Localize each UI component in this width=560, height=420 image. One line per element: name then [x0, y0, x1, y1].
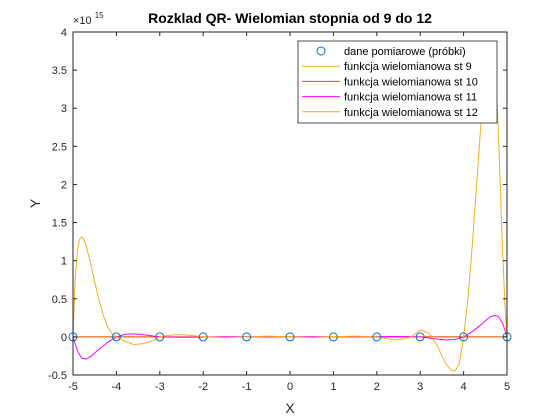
sample-point — [372, 332, 382, 342]
legend-marker — [316, 46, 326, 56]
x-tick-label: -2 — [198, 381, 208, 393]
y-tick-label: 2.5 — [52, 141, 67, 153]
x-tick-label: 1 — [330, 381, 336, 393]
legend-box — [297, 40, 498, 124]
y-axis-exponent: ×10 15 — [73, 11, 104, 27]
x-tick-label: 5 — [504, 381, 510, 393]
x-tick-label: -1 — [242, 381, 252, 393]
sample-point — [415, 332, 425, 342]
y-tick-label: 2 — [61, 179, 67, 191]
sample-point — [198, 332, 208, 342]
y-tick-label: 0 — [61, 332, 67, 344]
y-tick-label: -0.5 — [48, 370, 67, 382]
legend-label: funkcja wielomianowa st 11 — [344, 92, 477, 104]
x-tick-label: 0 — [287, 381, 293, 393]
x-tick-label: -3 — [155, 381, 165, 393]
legend-label: funkcja wielomianowa st 12 — [344, 107, 478, 119]
y-tick-label: 4 — [61, 27, 67, 39]
legend-items: dane pomiarowe (próbki) funkcja wielomian… — [302, 46, 478, 119]
x-tick-label: 4 — [461, 381, 467, 393]
y-axis-label: Y — [27, 198, 43, 208]
legend-label: funkcja wielomianowa st 9 — [344, 61, 472, 73]
x-tick-label: 2 — [374, 381, 380, 393]
tick-layer: -5 -4 -3 -2 -1 0 1 2 3 4 5 -0.5 0 0.5 1 1.5 2 2.5 3 3.5 4 — [48, 27, 510, 393]
y-exponent-base: ×10 — [73, 15, 92, 27]
legend-label: funkcja wielomianowa st 10 — [344, 76, 478, 88]
sample-point — [111, 332, 121, 342]
y-tick-label: 3 — [61, 103, 67, 115]
x-tick-label: -5 — [68, 381, 78, 393]
chart-title: Rozklad QR- Wielomian stopnia od 9 do 12 — [148, 10, 432, 26]
sample-point — [328, 332, 338, 342]
legend-label: dane pomiarowe (próbki) — [344, 46, 466, 58]
x-tick-label: -4 — [112, 381, 122, 393]
y-tick-label: 1.5 — [52, 218, 67, 230]
x-axis-label: X — [285, 400, 295, 416]
sample-point — [242, 332, 252, 342]
y-tick-label: 0.5 — [52, 294, 67, 306]
sample-point — [285, 332, 295, 342]
y-tick-label: 3.5 — [52, 65, 67, 77]
y-exponent-power: 15 — [95, 11, 104, 20]
legend: dane pomiarowe (próbki) funkcja wielomian… — [297, 40, 498, 124]
sample-point — [155, 332, 165, 342]
sample-point — [459, 332, 469, 342]
y-tick-label: 1 — [61, 256, 67, 268]
x-tick-label: 3 — [417, 381, 423, 393]
